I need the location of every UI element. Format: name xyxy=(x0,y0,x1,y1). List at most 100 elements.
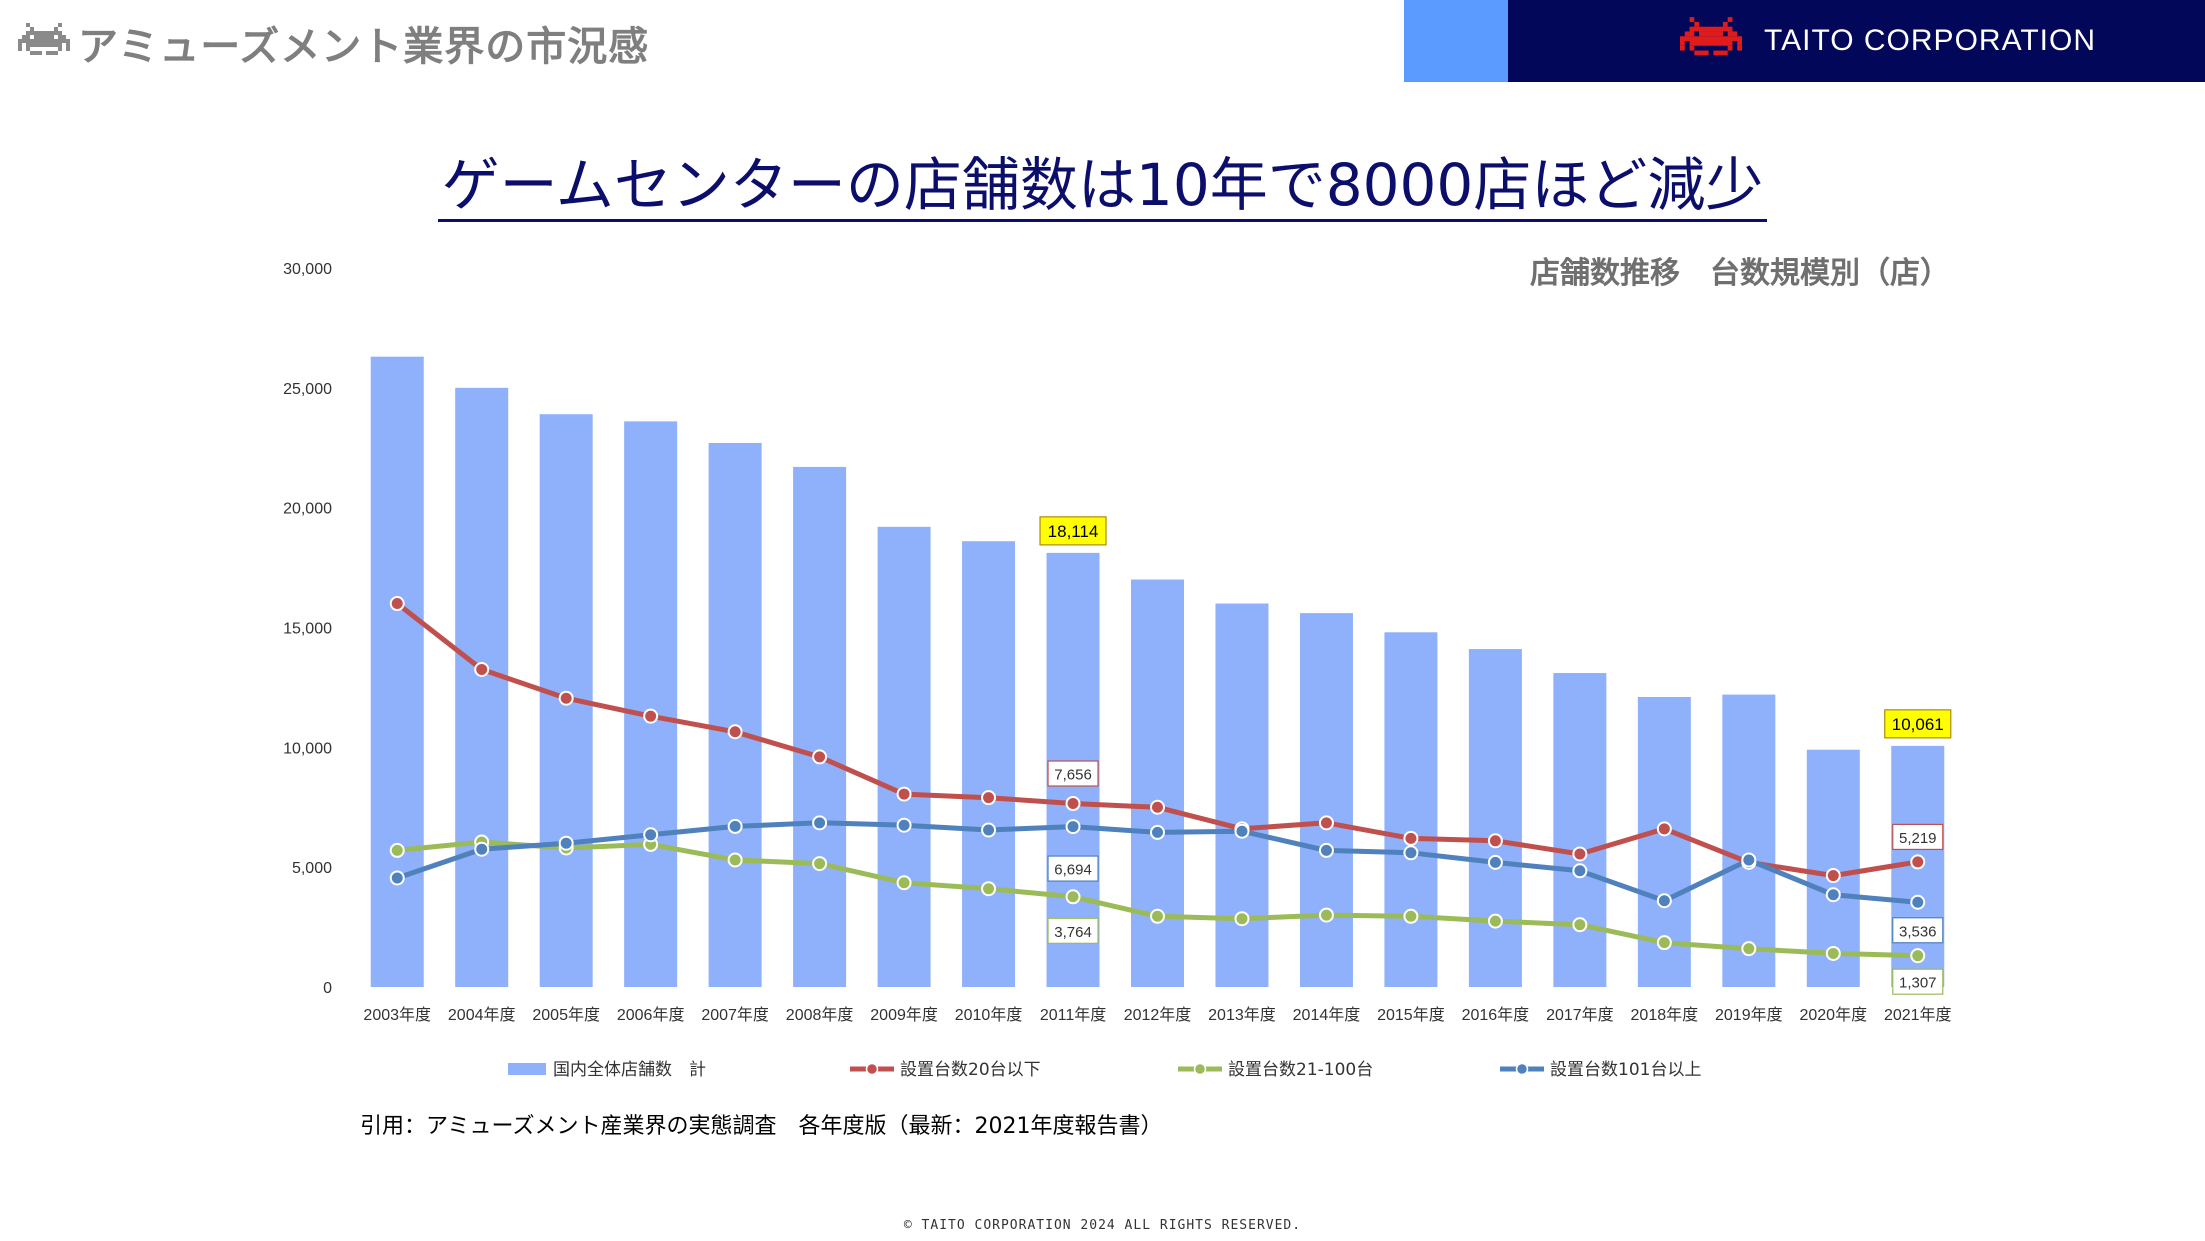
bar xyxy=(455,387,509,987)
data-point xyxy=(812,815,828,831)
x-tick-label: 2008年度 xyxy=(786,1006,854,1024)
bar xyxy=(1468,649,1522,987)
data-point xyxy=(1065,889,1081,905)
data-label: 1,307 xyxy=(1899,975,1937,992)
data-point xyxy=(474,661,490,677)
source-note: 引用：アミューズメント産業界の実態調査 各年度版（最新：2021年度報告書） xyxy=(360,1114,1163,1139)
data-point xyxy=(1741,941,1757,957)
data-point xyxy=(643,708,659,724)
data-point xyxy=(1487,833,1503,849)
legend-label: 設置台数101台以上 xyxy=(1550,1060,1701,1080)
bar xyxy=(370,356,424,988)
data-point xyxy=(1318,907,1334,923)
x-tick-label: 2005年度 xyxy=(532,1006,600,1024)
data-point xyxy=(727,818,743,834)
y-tick-label: 0 xyxy=(323,980,332,997)
data-label-box xyxy=(1047,760,1099,787)
data-point xyxy=(1403,845,1419,861)
brand-name: TAITO CORPORATION xyxy=(1764,24,2097,57)
legend-marker xyxy=(1515,1062,1529,1076)
x-tick-label: 2011年度 xyxy=(1040,1006,1106,1024)
x-tick-label: 2006年度 xyxy=(617,1006,685,1024)
data-label-box xyxy=(1047,917,1099,944)
data-point xyxy=(1234,911,1250,927)
data-point xyxy=(1572,846,1588,862)
data-point xyxy=(727,724,743,740)
data-point xyxy=(981,881,997,897)
bar xyxy=(708,442,762,987)
data-label-box xyxy=(1892,917,1944,944)
x-tick-label: 2007年度 xyxy=(701,1006,769,1024)
x-tick-label: 2016年度 xyxy=(1462,1006,1530,1024)
data-point xyxy=(1825,887,1841,903)
y-tick-label: 25,000 xyxy=(283,381,332,398)
data-point xyxy=(1572,917,1588,933)
data-label-box xyxy=(1892,823,1944,851)
bar xyxy=(962,541,1016,987)
data-point xyxy=(1825,945,1841,961)
invader-logo-icon xyxy=(1680,17,1742,56)
invader-icon xyxy=(18,23,70,55)
x-tick-label: 2015年度 xyxy=(1377,1006,1445,1024)
data-label: 3,536 xyxy=(1899,923,1937,940)
data-label: 5,219 xyxy=(1899,830,1937,847)
data-point xyxy=(1318,842,1334,858)
y-tick-label: 20,000 xyxy=(283,501,332,518)
data-point xyxy=(812,749,828,765)
x-tick-label: 2014年度 xyxy=(1293,1006,1361,1024)
data-label: 6,694 xyxy=(1054,862,1092,879)
bar xyxy=(1131,579,1184,987)
x-tick-label: 2012年度 xyxy=(1124,1006,1192,1024)
bar xyxy=(877,526,931,987)
x-tick-label: 2017年度 xyxy=(1546,1006,1614,1024)
y-tick-label: 5,000 xyxy=(292,860,332,877)
legend-marker xyxy=(1193,1062,1207,1076)
data-point xyxy=(1910,948,1926,964)
chart-subtitle: 店舗数推移 台数規模別（店） xyxy=(1530,256,1950,291)
data-point xyxy=(1150,908,1165,924)
data-point xyxy=(389,596,405,612)
data-point xyxy=(896,786,912,802)
data-label-box xyxy=(1039,516,1107,546)
data-point xyxy=(1150,799,1165,815)
data-point xyxy=(474,841,490,857)
x-tick-label: 2021年度 xyxy=(1884,1006,1952,1024)
data-point xyxy=(1403,908,1419,924)
bar xyxy=(1215,603,1269,987)
data-point xyxy=(1065,796,1081,812)
data-point xyxy=(896,817,912,833)
legend-swatch xyxy=(508,1063,546,1075)
data-point xyxy=(1150,824,1165,840)
data-point xyxy=(1065,819,1081,835)
x-tick-label: 2003年度 xyxy=(363,1006,431,1024)
x-tick-label: 2009年度 xyxy=(870,1006,938,1024)
x-tick-label: 2020年度 xyxy=(1799,1006,1867,1024)
data-point xyxy=(812,856,828,872)
data-point xyxy=(1910,894,1926,910)
header-title-text: アミューズメント業界の市況感 xyxy=(78,24,650,70)
data-label-box xyxy=(1047,855,1099,882)
header-accent-block xyxy=(1404,0,1508,82)
data-point xyxy=(981,790,997,806)
data-label-box xyxy=(1884,709,1952,739)
legend-marker xyxy=(865,1062,879,1076)
y-tick-label: 30,000 xyxy=(283,261,332,278)
data-point xyxy=(1656,821,1672,837)
data-point xyxy=(558,690,574,706)
y-tick-label: 10,000 xyxy=(283,740,332,757)
copyright: © TAITO CORPORATION 2024 ALL RIGHTS RESE… xyxy=(903,1218,1302,1233)
data-label-box xyxy=(1892,968,1944,995)
x-tick-label: 2013年度 xyxy=(1208,1006,1276,1024)
legend-label: 設置台数20台以下 xyxy=(900,1060,1041,1080)
data-point xyxy=(1656,935,1672,951)
data-point xyxy=(643,827,659,843)
bar xyxy=(1384,632,1438,987)
legend-label: 国内全体店舗数 計 xyxy=(553,1060,706,1080)
data-point xyxy=(1910,854,1926,870)
data-label: 10,061 xyxy=(1892,715,1944,734)
data-point xyxy=(1487,854,1503,870)
data-point xyxy=(558,835,574,851)
brand-bar: TAITO CORPORATION xyxy=(1508,0,2205,82)
bar xyxy=(1553,673,1607,987)
data-point xyxy=(1318,815,1334,831)
